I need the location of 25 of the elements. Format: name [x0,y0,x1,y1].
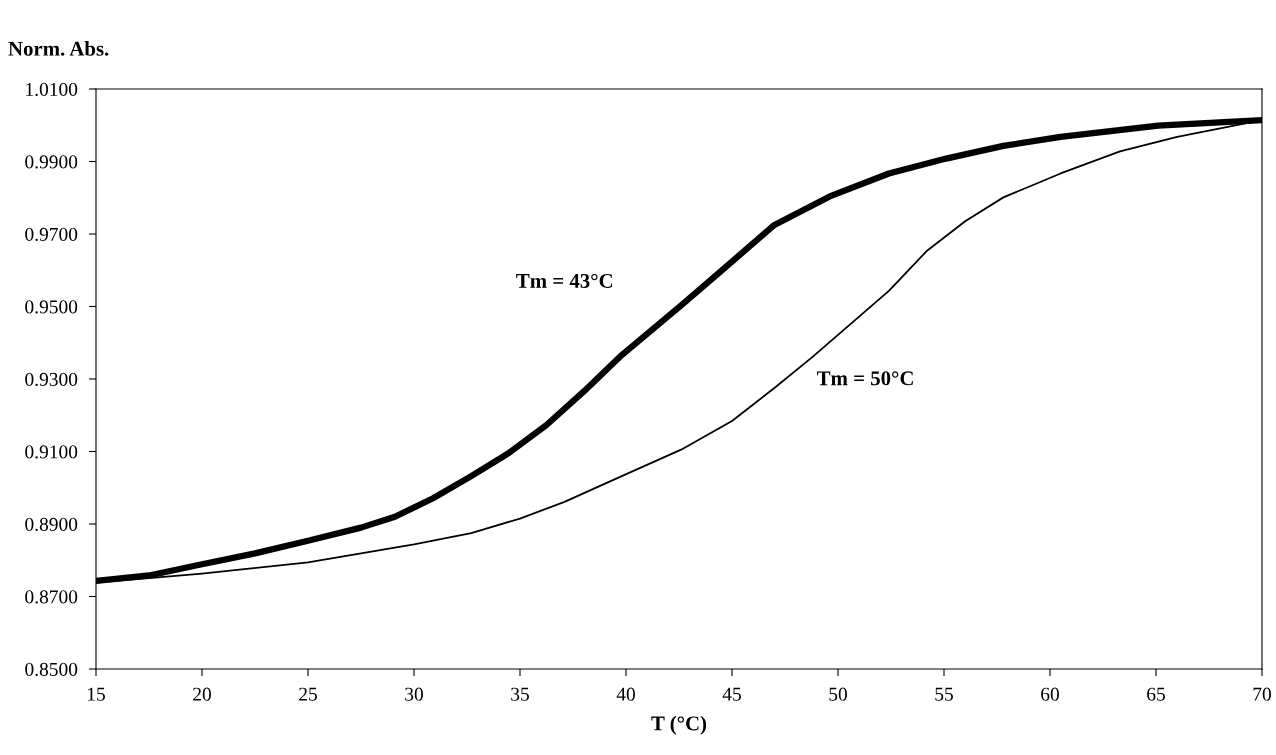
y-tick-label: 1.0100 [26,82,78,97]
x-tick-label: 55 [935,687,953,701]
annotation: Tm = 50°C [817,371,913,386]
x-tick-label: 60 [1041,687,1059,701]
x-tick-label: 40 [616,687,635,701]
x-tick-label: 70 [1253,687,1271,701]
y-tick-label: 0.9700 [25,227,78,242]
y-tick-label: 0.9300 [25,372,78,387]
y-tick-label: 0.9500 [25,300,78,314]
annotation: Tm = 43°C [516,273,613,288]
x-tick-label: 45 [722,687,741,701]
x-tick-label: 65 [1147,687,1165,701]
x-tick-label: 50 [829,687,847,701]
y-axis-title: Norm. Abs. [8,41,109,56]
y-tick-label: 0.8900 [25,517,78,532]
y-tick-label: 0.9100 [25,445,78,459]
x-tick-label: 30 [405,687,423,701]
x-tick-label: 25 [299,687,317,701]
y-tick-label: 0.9900 [25,155,78,169]
x-axis-title: T (°C) [651,715,707,735]
x-tick-label: 15 [87,687,105,701]
x-tick-label: 35 [511,687,529,701]
x-tick-label: 20 [193,687,211,701]
y-tick-label: 0.8500 [25,662,78,677]
y-tick-label: 0.8700 [25,590,78,604]
